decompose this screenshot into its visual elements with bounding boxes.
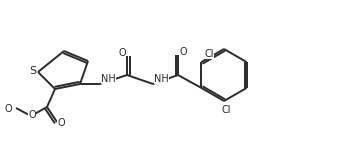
Text: O: O [28,110,36,120]
Text: Cl: Cl [221,105,231,115]
Text: S: S [30,66,36,76]
Text: O: O [4,104,12,114]
Text: NH: NH [101,74,116,84]
Text: O: O [57,118,65,128]
Text: O: O [179,47,187,57]
Text: NH: NH [154,74,169,84]
Text: Cl: Cl [204,49,214,59]
Text: O: O [118,48,126,58]
